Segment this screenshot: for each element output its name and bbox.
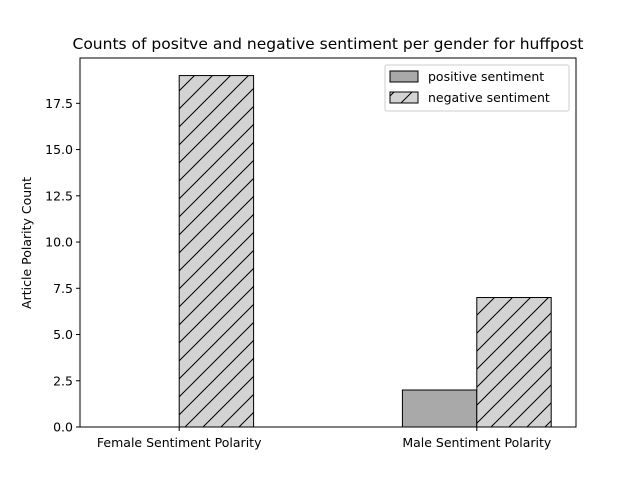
y-axis-label: Article Polarity Count [19, 177, 34, 309]
legend-swatch-negative [389, 91, 419, 104]
y-tick-label: 5.0 [53, 327, 73, 342]
legend: positive sentiment negative sentiment [384, 64, 570, 112]
bar-negative-0 [178, 75, 255, 428]
legend-box [384, 64, 570, 112]
bar-negative-1 [476, 297, 552, 428]
y-tick-label: 17.5 [45, 96, 73, 111]
y-tick-label: 0.0 [53, 420, 73, 435]
legend-label: negative sentiment [428, 90, 550, 105]
y-tick-label: 15.0 [45, 142, 73, 157]
legend-label: positive sentiment [428, 69, 544, 84]
bar-positive-1 [401, 389, 478, 428]
y-tick-label: 10.0 [45, 235, 73, 250]
y-tick-label: 7.5 [53, 281, 73, 296]
x-tick-label: Male Sentiment Polarity [402, 435, 552, 450]
chart-title: Counts of positve and negative sentiment… [73, 35, 584, 53]
plot-area: 0.0 2.5 5.0 7.5 10.0 12.5 15.0 17.5 Female Senti… [45, 57, 577, 450]
x-tick-label: Female Sentiment Polarity [97, 435, 262, 450]
legend-swatch-positive [389, 70, 419, 83]
y-tick-label: 12.5 [45, 188, 73, 203]
y-tick-label: 2.5 [53, 373, 73, 388]
